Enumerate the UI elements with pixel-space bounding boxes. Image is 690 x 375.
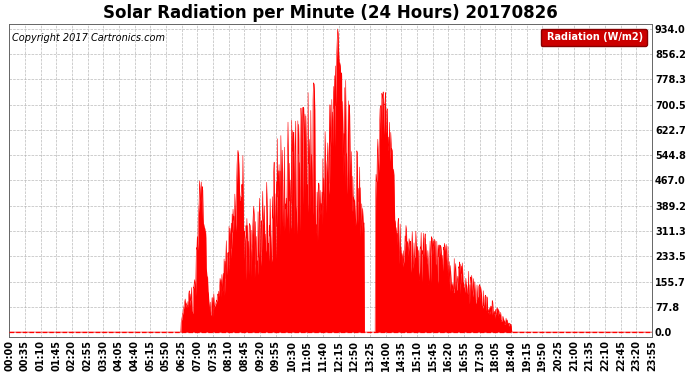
Legend: Radiation (W/m2): Radiation (W/m2) bbox=[540, 28, 647, 46]
Text: Copyright 2017 Cartronics.com: Copyright 2017 Cartronics.com bbox=[12, 33, 166, 43]
Title: Solar Radiation per Minute (24 Hours) 20170826: Solar Radiation per Minute (24 Hours) 20… bbox=[104, 4, 558, 22]
